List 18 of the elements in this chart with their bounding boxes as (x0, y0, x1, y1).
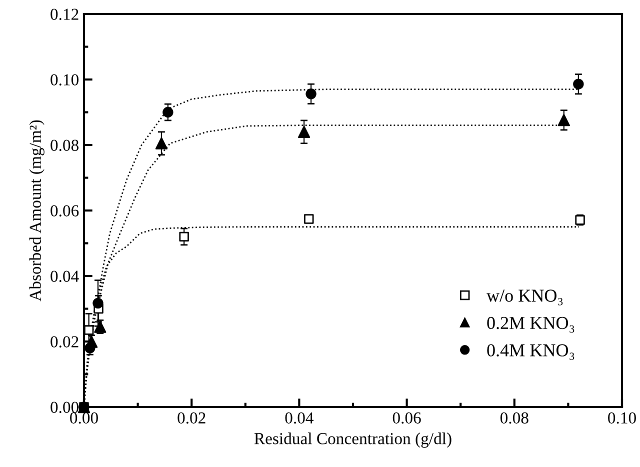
x-axis-title: Residual Concentration (g/dl) (254, 432, 452, 448)
y-tick-label: 0.00 (50, 402, 79, 414)
x-tick-label: 0.10 (608, 412, 636, 424)
y-tick-label: 0.12 (50, 8, 78, 20)
y-tick-label: 0.08 (50, 140, 79, 152)
y-tick-label: 0.10 (50, 74, 79, 86)
y-tick-label: 0.02 (50, 336, 78, 348)
legend-label: 0.4M KNO₃ (487, 344, 574, 360)
y-tick-label: 0.06 (50, 205, 79, 217)
x-tick-label: 0.00 (70, 412, 98, 424)
x-tick-label: 0.06 (392, 412, 421, 424)
y-tick-label: 0.04 (50, 270, 79, 282)
x-tick-label: 0.04 (285, 412, 314, 424)
y-axis-title: Absorbed Amount (mg/m²) (29, 120, 44, 302)
x-tick-label: 0.08 (500, 412, 528, 424)
legend-label: w/o KNO₃ (486, 290, 563, 306)
x-tick-label: 0.02 (178, 412, 206, 424)
legend-label: 0.2M KNO₃ (487, 316, 574, 333)
